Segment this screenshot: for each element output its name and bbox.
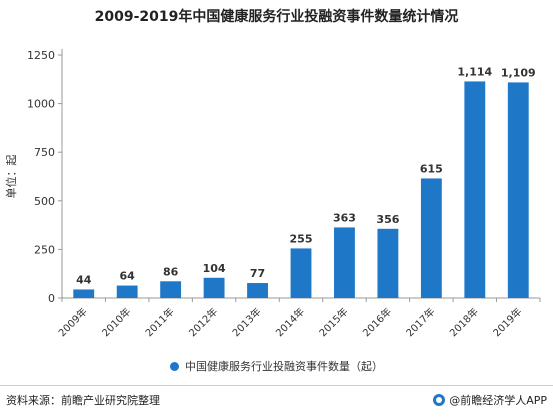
bar <box>420 178 442 298</box>
x-tick-label: 2015年 <box>316 305 350 339</box>
brand: @前瞻经济学人APP <box>433 392 547 408</box>
data-label: 1,109 <box>501 66 536 79</box>
data-label: 86 <box>163 265 179 278</box>
legend: 中国健康服务行业投融资事件数量（起） <box>0 358 553 374</box>
data-label: 363 <box>333 211 356 224</box>
bar-chart: 0 250 500 750 1000 1250 单位：起 44 2009年 64 2010年 86 20… <box>4 49 541 339</box>
x-tick-label: 2010年 <box>99 305 133 339</box>
x-tick-label: 2017年 <box>403 305 437 339</box>
bar <box>160 281 182 298</box>
x-tick-label: 2016年 <box>360 305 394 339</box>
y-tick-label: 1000 <box>27 98 55 111</box>
bar <box>290 248 312 298</box>
x-tick-label: 2009年 <box>56 305 90 339</box>
x-tick-label: 2012年 <box>186 305 220 339</box>
data-label: 1,114 <box>457 65 492 78</box>
bar <box>464 81 486 298</box>
x-tick-label: 2011年 <box>142 305 176 339</box>
chart-title: 2009-2019年中国健康服务行业投融资事件数量统计情况 <box>94 9 459 25</box>
bar <box>334 227 355 298</box>
data-label: 77 <box>250 267 265 280</box>
bar <box>203 277 225 298</box>
data-label: 64 <box>120 270 136 283</box>
data-label: 104 <box>203 262 226 275</box>
data-label: 44 <box>76 273 92 286</box>
data-label: 255 <box>290 232 313 245</box>
bar <box>73 289 95 298</box>
legend-label: 中国健康服务行业投融资事件数量（起） <box>185 360 383 373</box>
footer: 资料来源：前瞻产业研究院整理 @前瞻经济学人APP <box>6 392 547 408</box>
x-tick-label: 2019年 <box>490 305 524 339</box>
bar <box>377 228 399 298</box>
legend-marker-icon <box>170 361 179 371</box>
y-tick-label: 0 <box>48 292 55 305</box>
y-tick-label: 250 <box>34 243 55 256</box>
x-tick-label: 2013年 <box>229 305 263 339</box>
data-label: 356 <box>376 213 399 226</box>
source-note: 资料来源：前瞻产业研究院整理 <box>6 394 160 407</box>
footer-divider <box>0 385 553 386</box>
qianzhan-logo-icon <box>433 394 446 406</box>
y-tick-label: 500 <box>34 195 55 208</box>
bar <box>247 283 268 298</box>
y-tick-label: 1250 <box>27 49 55 62</box>
x-tick-label: 2018年 <box>447 305 481 339</box>
x-tick-label: 2014年 <box>273 305 307 339</box>
brand-label: @前瞻经济学人APP <box>449 394 547 407</box>
bar <box>507 82 529 298</box>
bar <box>116 285 138 298</box>
y-axis-title: 单位：起 <box>4 155 18 199</box>
y-tick-label: 750 <box>34 146 55 159</box>
data-label: 615 <box>420 162 443 175</box>
